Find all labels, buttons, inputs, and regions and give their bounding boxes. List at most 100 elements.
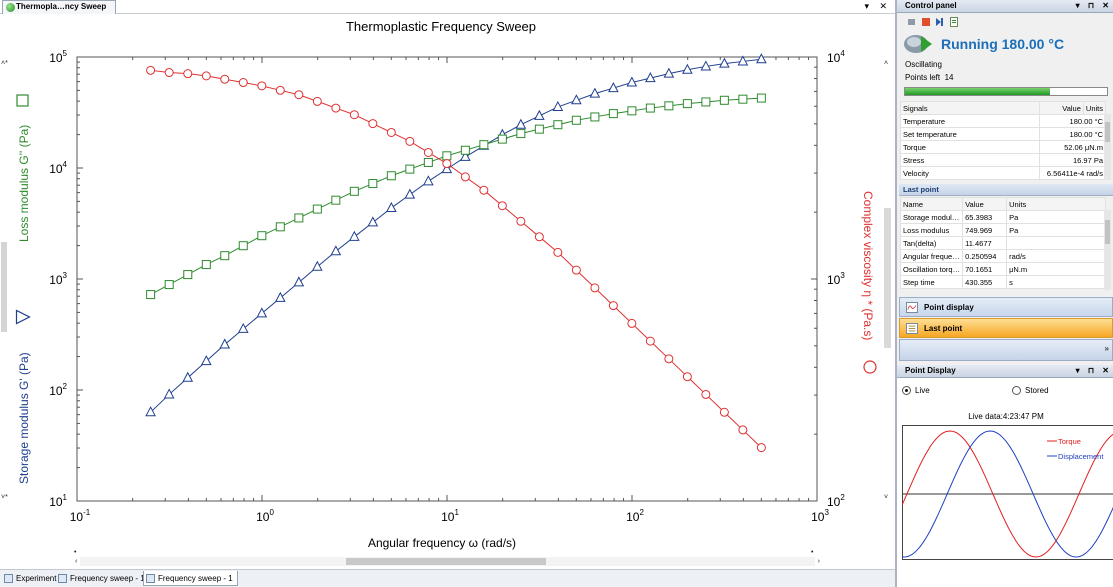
column-header[interactable]: Units — [1006, 197, 1106, 211]
right-scroll-down-arrow-icon[interactable]: ˅ — [884, 494, 889, 501]
stop-icon[interactable] — [921, 17, 931, 27]
data-point-circle — [238, 78, 248, 88]
data-point-square — [238, 241, 248, 251]
table-row[interactable]: Stress 16.97 Pa — [900, 153, 1107, 167]
point-display-window-controls[interactable]: ▾ ⊓ ✕ — [1075, 366, 1112, 375]
points-left-label: Points left — [905, 73, 941, 82]
column-header[interactable]: Value — [962, 197, 1008, 211]
data-point-square — [571, 115, 581, 125]
table-row[interactable]: Step time 430.355 s — [899, 275, 1106, 289]
column-header[interactable]: Units — [1082, 101, 1107, 115]
data-point-square — [553, 120, 563, 130]
data-point-square — [349, 186, 359, 196]
previous-icon[interactable] — [907, 17, 917, 27]
right-scroll-up-arrow-icon[interactable]: ˄ — [884, 60, 889, 67]
data-point-square — [183, 270, 193, 280]
data-point-triangle — [293, 276, 305, 287]
signals-scroll-thumb[interactable] — [1105, 122, 1110, 142]
data-point-circle — [183, 69, 193, 79]
table-row[interactable]: Tan(delta) 11.4677 — [899, 236, 1106, 250]
left-vertical-scrollbar[interactable] — [0, 58, 8, 500]
signals-scrollbar[interactable] — [1104, 114, 1111, 180]
data-point-circle — [275, 85, 285, 95]
table-row[interactable]: Storage modul… 65.3983 Pa — [899, 210, 1106, 224]
column-header[interactable]: Value — [1038, 101, 1084, 115]
data-point-triangle — [330, 245, 342, 256]
data-point-triangle — [460, 150, 471, 161]
skip-icon[interactable] — [935, 17, 945, 27]
table-row[interactable]: Oscillation torq… 70.1651 μN.m — [899, 262, 1106, 276]
data-point-triangle — [515, 118, 527, 129]
data-point-triangle — [756, 53, 767, 64]
data-point-circle — [460, 172, 470, 182]
x-tick-label: 10-1 — [70, 508, 91, 524]
report-icon[interactable] — [949, 17, 959, 27]
radio-live-indicator[interactable] — [902, 386, 911, 395]
column-header[interactable]: Name — [899, 197, 964, 211]
document-tab-label: Thermopla…ncy Sweep — [16, 2, 107, 11]
radio-stored-indicator[interactable] — [1012, 386, 1021, 395]
data-point-triangle — [274, 291, 286, 302]
horizontal-scroll-thumb[interactable] — [346, 558, 546, 565]
data-point-triangle — [404, 188, 416, 199]
panel-window-controls[interactable]: ▾ ⊓ ✕ — [1075, 1, 1112, 10]
data-point-square — [164, 280, 174, 290]
data-point-circle — [368, 119, 378, 129]
data-point-square — [312, 204, 322, 214]
loss-legend-square-icon — [16, 94, 29, 107]
nav-point-display[interactable]: Point display — [899, 297, 1113, 317]
data-point-circle — [664, 354, 674, 364]
horizontal-scrollbar[interactable]: ‹ › — [75, 557, 820, 566]
data-point-circle — [442, 159, 452, 169]
left-scroll-thumb[interactable] — [1, 242, 7, 332]
table-row[interactable]: Temperature 180.00 °C — [900, 114, 1107, 128]
point-name: Oscillation torq… — [899, 262, 964, 276]
data-point-triangle — [534, 109, 545, 120]
document-tab[interactable]: Thermopla…ncy Sweep — [2, 0, 116, 14]
table-row[interactable]: Angular freque… 0.250594 rad/s — [899, 249, 1106, 263]
right-vertical-scrollbar[interactable] — [883, 58, 892, 500]
last-point-scroll-thumb[interactable] — [1105, 220, 1110, 244]
data-point-triangle — [663, 67, 675, 78]
tab-label: Frequency sweep - 1 — [70, 574, 145, 583]
radio-stored[interactable]: Stored — [1012, 386, 1049, 395]
table-row[interactable]: Loss modulus 749.969 Pa — [899, 223, 1106, 237]
tab-frequency-sweep-chart[interactable]: Frequency sweep - 1 — [143, 571, 238, 586]
frequency-sweep-chart: Thermoplastic Frequency Sweep Angular fr… — [15, 19, 877, 550]
point-value: 430.355 — [962, 275, 1008, 289]
data-point-circle — [645, 336, 655, 346]
scroll-left-arrow-icon[interactable]: ‹ — [75, 558, 78, 565]
points-left: Points left 14 — [905, 73, 954, 82]
tab-experiment[interactable]: Experiment — [2, 571, 60, 586]
last-point-scrollbar[interactable] — [1104, 210, 1111, 290]
x-tick-label: 102 — [626, 508, 644, 524]
right-scroll-thumb[interactable] — [884, 208, 891, 348]
table-row[interactable]: Set temperature 180.00 °C — [900, 127, 1107, 141]
y-right-tick-label: 103 — [827, 271, 845, 287]
scroll-up-arrow-icon[interactable]: ˄* — [1, 60, 8, 67]
point-value: 11.4677 — [962, 236, 1008, 250]
document-window-controls[interactable]: ▾ ✕ — [864, 1, 891, 11]
scroll-down-arrow-icon[interactable]: ˅* — [1, 494, 8, 501]
control-panel-title-bar: Control panel ▾ ⊓ ✕ — [897, 0, 1113, 13]
signal-name: Stress — [900, 153, 1040, 167]
data-point-triangle — [423, 175, 434, 186]
table-row[interactable]: Velocity 6.56411e-4 rad/s — [900, 166, 1107, 180]
radio-live[interactable]: Live — [902, 386, 930, 395]
series-line-square — [150, 97, 762, 296]
nav-last-point[interactable]: Last point — [899, 318, 1113, 338]
table-row[interactable]: Torque 52.06 μN.m — [900, 140, 1107, 154]
radio-live-label: Live — [915, 386, 930, 395]
nav-overflow-bar[interactable]: » — [899, 339, 1113, 361]
data-point-square — [423, 157, 433, 167]
scroll-right-arrow-icon[interactable]: › — [817, 558, 820, 565]
data-point-triangle — [349, 230, 360, 241]
data-point-circle — [479, 185, 489, 195]
data-point-circle — [257, 81, 267, 91]
series-lines — [150, 58, 762, 448]
tab-frequency-sweep-1[interactable]: Frequency sweep - 1 — [56, 571, 149, 586]
viscosity-legend-circle-icon — [863, 360, 877, 374]
chevron-down-icon[interactable]: » — [1104, 344, 1109, 353]
column-header[interactable]: Signals — [900, 101, 1040, 115]
